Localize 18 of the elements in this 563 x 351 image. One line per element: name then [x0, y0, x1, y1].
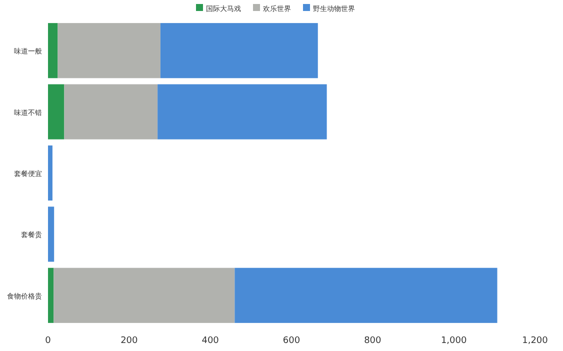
- bar: [64, 84, 158, 140]
- bar: [234, 268, 498, 323]
- bar: [54, 268, 235, 323]
- bar: [48, 145, 52, 201]
- bar: [48, 268, 54, 323]
- bar: [48, 23, 58, 78]
- bar: [58, 23, 160, 78]
- bar: [48, 84, 64, 140]
- bar: [158, 84, 327, 140]
- x-tick-label: 400: [202, 336, 220, 346]
- bar: [160, 23, 318, 78]
- x-tick-label: 0: [45, 336, 52, 346]
- x-tick-label: 1,000: [440, 336, 467, 346]
- x-tick-label: 1,200: [522, 336, 548, 346]
- x-tick-label: 600: [282, 336, 300, 346]
- x-tick-label: 200: [120, 336, 138, 346]
- bar: [48, 206, 54, 262]
- x-tick-label: 800: [364, 336, 382, 346]
